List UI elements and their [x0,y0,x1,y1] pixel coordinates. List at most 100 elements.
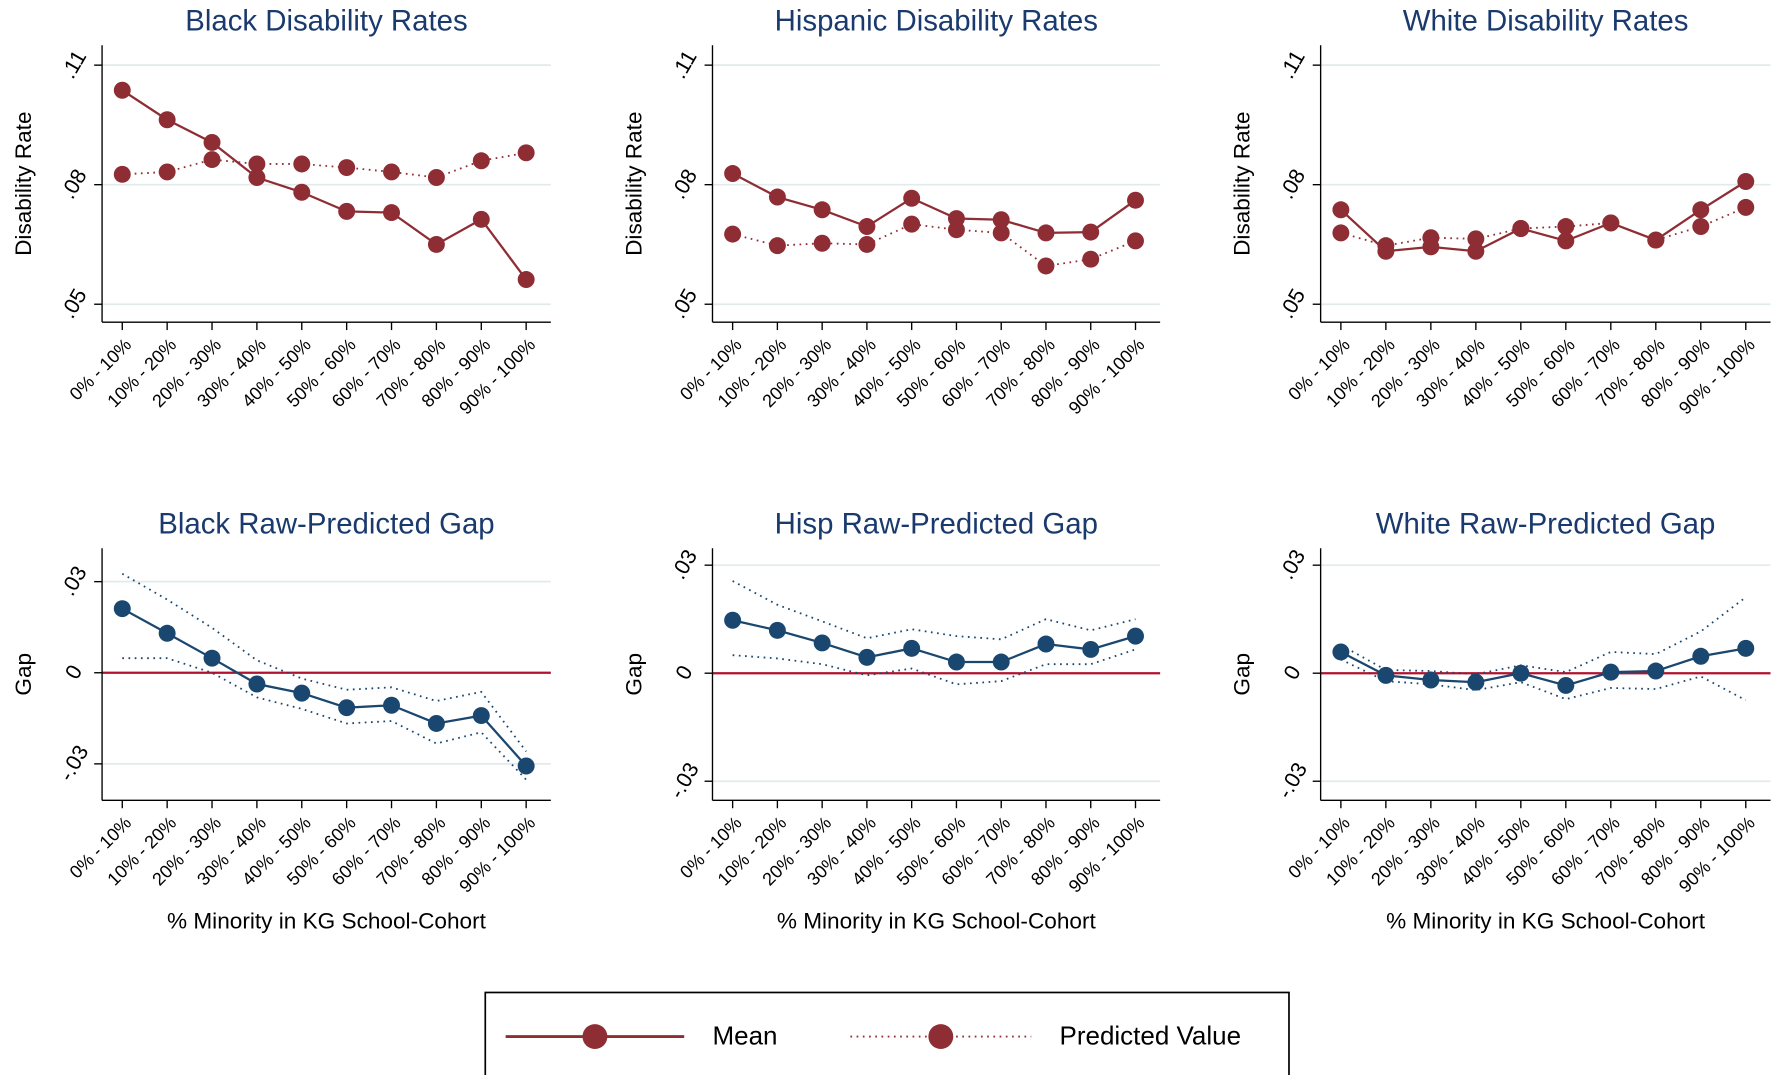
data-point [1332,224,1350,242]
data-point [248,169,266,186]
data-point [1557,676,1575,694]
series-line [1340,180,1747,253]
data-point [1082,223,1100,241]
data-point [813,634,831,652]
data-point [858,218,876,236]
data-point [1082,250,1100,268]
y-tick-label: -.03 [1273,759,1312,803]
data-point [1512,664,1530,682]
data-point [1127,232,1144,250]
data-point [113,165,131,183]
y-tick-label: 0 [60,661,87,683]
y-tick-label: -.03 [665,759,704,803]
y-tick-label: .08 [1274,165,1310,203]
data-point [724,611,742,629]
data-point [1037,257,1055,275]
series-line [121,607,528,767]
data-point [1467,242,1485,260]
data-point [858,648,876,666]
data-point [1692,218,1710,236]
y-tick-label: .03 [1274,546,1310,584]
data-point [158,624,176,642]
y-axis-title: Disability Rate [11,111,36,255]
y-axis-title: Gap [1230,653,1255,696]
data-point [113,81,131,99]
panel: Black Disability Rates .05 .08 .11 Disabilit… [11,4,551,418]
chart-title: Hisp Raw-Predicted Gap [775,507,1098,540]
data-point [1377,237,1395,255]
data-point [517,757,535,775]
data-point [768,621,786,639]
data-point [517,271,535,289]
data-point [724,165,742,183]
series-line [1340,647,1746,687]
series-line [1340,596,1747,676]
data-point [472,152,490,170]
data-point [427,169,445,186]
y-tick-label: .05 [56,285,92,323]
x-axis-title: % Minority in KG School-Cohort [167,908,487,933]
data-point [203,133,221,151]
data-point [1467,230,1485,248]
y-tick-label: .03 [56,562,92,600]
data-point [158,111,176,129]
legend: Mean Predicted Value [484,991,1290,1075]
y-tick-label: .11 [667,46,702,82]
y-tick-label: .08 [666,165,702,203]
data-point [293,183,311,201]
y-axis-title: Disability Rate [622,111,647,255]
x-axis-title: % Minority in KG School-Cohort [1386,908,1706,933]
y-tick-label: .08 [56,165,92,203]
data-point [1037,224,1055,242]
data-point [992,211,1010,229]
data-point [203,151,221,169]
data-point [1602,663,1620,681]
data-point [1692,647,1710,665]
data-point [858,235,876,253]
panel: Hispanic Disability Rates .05 .08 .11 Disabi… [622,4,1161,418]
chart-title: Black Disability Rates [185,4,467,37]
data-point [1692,201,1710,219]
panel: Hisp Raw-Predicted Gap -.03 0 .03 Gap % Minor… [622,507,1161,933]
data-point [472,210,490,228]
series-line [732,172,1137,235]
data-point [1647,231,1665,249]
y-tick-label: 0 [1279,661,1306,683]
data-point [947,221,965,239]
y-tick-label: -.03 [54,741,93,785]
legend-marker [582,1024,608,1050]
data-point [203,649,221,667]
series-line [732,580,1136,641]
data-point [158,163,176,181]
y-tick-label: .05 [666,285,702,323]
data-point [903,189,921,207]
data-point [248,675,266,693]
data-point [813,201,831,219]
panel: White Raw-Predicted Gap -.03 0 .03 Gap % Mino… [1230,507,1771,933]
data-point [427,235,445,253]
legend-marker [928,1024,954,1050]
data-point [1467,673,1485,691]
legend-label: Predicted Value [1060,1021,1242,1051]
data-point [293,155,311,173]
legend-label: Mean [712,1021,777,1051]
data-point [903,215,921,233]
data-point [903,639,921,657]
data-point [768,188,786,206]
data-point [1557,218,1575,236]
data-point [1422,229,1440,247]
data-point [1737,173,1755,190]
y-tick-label: .11 [1275,46,1310,82]
series-line [1340,658,1747,702]
series-line [122,657,527,781]
panel: White Disability Rates .05 .08 .11 Disabilit… [1230,4,1771,418]
data-point [1037,635,1055,653]
data-point [427,714,445,732]
y-tick-label: .05 [1274,285,1310,323]
chart-title: White Disability Rates [1403,4,1689,37]
legend-box [484,991,1290,1075]
data-point [1127,627,1144,645]
chart-title: Hispanic Disability Rates [775,4,1098,37]
series-line [732,619,1136,664]
chart-title: Black Raw-Predicted Gap [158,507,494,540]
